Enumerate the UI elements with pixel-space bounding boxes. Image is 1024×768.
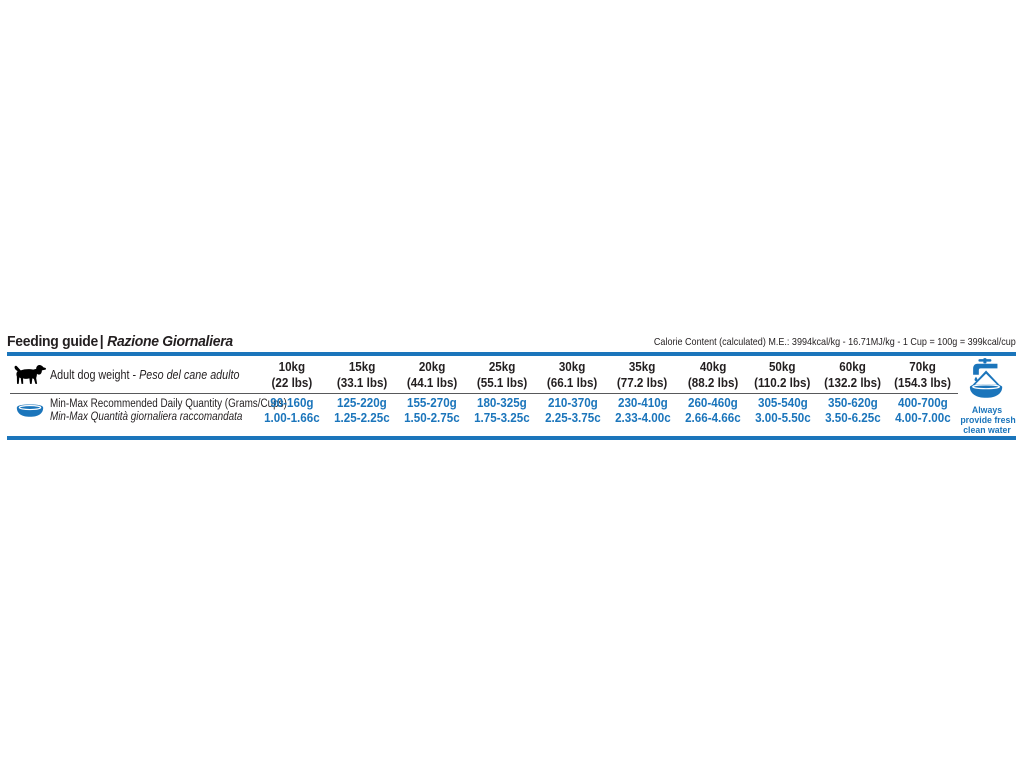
- weight-kg: 40kg: [699, 359, 726, 374]
- weight-lbs: (110.2 lbs): [754, 375, 811, 390]
- weight-kg: 15kg: [348, 359, 376, 374]
- quantity-cups: 2.25-3.75c: [544, 411, 601, 425]
- title-english: Feeding guide: [7, 333, 98, 350]
- quantity-value-cells: 90-160g 1.00-1.66c 125-220g 1.25-2.25c: [257, 396, 958, 426]
- quantity-grams: 125-220g: [337, 396, 388, 410]
- weight-kg: 30kg: [559, 359, 586, 374]
- weight-column-header: 60kg (132.2 lbs): [818, 359, 888, 391]
- feeding-table: Adult dog weight - Peso del cane adulto …: [7, 356, 1016, 436]
- weight-kg: 70kg: [909, 359, 937, 374]
- weight-column-header: 40kg (88.2 lbs): [678, 359, 748, 391]
- feeding-table-main: Adult dog weight - Peso del cane adulto …: [7, 356, 958, 436]
- title-italian: Razione Giornaliera: [107, 333, 233, 350]
- quantity-grams: 180-325g: [477, 396, 528, 410]
- water-note-line1: Always: [971, 405, 1003, 416]
- quantity-value-cell: 400-700g 4.00-7.00c: [888, 396, 958, 426]
- quantity-row-label: Min-Max Recommended Daily Quantity (Gram…: [50, 398, 287, 425]
- water-note-line2: provide fresh: [960, 415, 1016, 426]
- quantity-grams: 210-370g: [547, 396, 598, 410]
- quantity-cups: 3.00-5.50c: [754, 411, 811, 425]
- weight-lbs: (33.1 lbs): [336, 375, 388, 390]
- title-separator: |: [99, 333, 104, 350]
- quantity-grams: 260-460g: [687, 396, 738, 410]
- quantity-label-it: Min-Max Quantità giornaliera raccomandat…: [50, 411, 243, 423]
- weight-lbs: (88.2 lbs): [687, 375, 738, 390]
- weight-row-label: Adult dog weight - Peso del cane adulto: [50, 368, 239, 382]
- food-bowl-icon: [10, 404, 50, 418]
- quantity-cups: 1.75-3.25c: [474, 411, 531, 425]
- quantity-value-cell: 230-410g 2.33-4.00c: [607, 396, 677, 426]
- weight-lbs: (55.1 lbs): [477, 375, 528, 390]
- weight-column-header: 70kg (154.3 lbs): [888, 359, 958, 391]
- quantity-grams: 90-160g: [270, 396, 314, 410]
- weight-column-header: 20kg (44.1 lbs): [397, 359, 467, 391]
- weight-kg: 60kg: [839, 359, 867, 374]
- quantity-cups: 2.66-4.66c: [684, 411, 741, 425]
- quantity-value-cell: 125-220g 1.25-2.25c: [327, 396, 397, 426]
- weight-kg: 50kg: [769, 359, 796, 374]
- divider-top: [7, 352, 1016, 356]
- divider-middle: [10, 393, 958, 394]
- weight-column-header: 15kg (33.1 lbs): [327, 359, 397, 391]
- weight-lbs: (66.1 lbs): [547, 375, 598, 390]
- weight-column-header: 25kg (55.1 lbs): [467, 359, 537, 391]
- weight-column-header: 35kg (77.2 lbs): [607, 359, 677, 391]
- weight-lbs: (44.1 lbs): [407, 375, 458, 390]
- quantity-value-cell: 90-160g 1.00-1.66c: [257, 396, 327, 426]
- weight-kg: 10kg: [278, 359, 306, 374]
- quantity-value-cell: 180-325g 1.75-3.25c: [467, 396, 537, 426]
- weight-label-it: Peso del cane adulto: [139, 367, 240, 382]
- calorie-content-note: Calorie Content (calculated) M.E.: 3994k…: [654, 336, 1016, 348]
- weight-row: Adult dog weight - Peso del cane adulto …: [7, 356, 958, 393]
- quantity-cups: 1.50-2.75c: [404, 411, 461, 425]
- weight-row-label-cell: Adult dog weight - Peso del cane adulto: [7, 363, 257, 387]
- weight-label-separator: -: [132, 367, 137, 382]
- feeding-guide-panel: Feeding guide | Razione Giornaliera Calori…: [7, 329, 1016, 440]
- water-note-text: Always provide fresh clean water: [960, 405, 1016, 436]
- weight-column-header: 50kg (110.2 lbs): [748, 359, 818, 391]
- dog-silhouette-icon: [10, 363, 50, 387]
- weight-lbs: (154.3 lbs): [894, 375, 952, 390]
- quantity-grams: 350-620g: [827, 396, 878, 410]
- quantity-grams: 155-270g: [407, 396, 458, 410]
- divider-bottom: [7, 436, 1016, 440]
- weight-lbs: (22 lbs): [271, 375, 313, 390]
- quantity-cups: 1.25-2.25c: [334, 411, 390, 425]
- quantity-value-cell: 260-460g 2.66-4.66c: [678, 396, 748, 426]
- quantity-grams: 230-410g: [617, 396, 668, 410]
- weight-label-en: Adult dog weight: [50, 367, 130, 382]
- quantity-row: Min-Max Recommended Daily Quantity (Gram…: [7, 394, 958, 428]
- quantity-label-en: Min-Max Recommended Daily Quantity (Gram…: [50, 397, 287, 410]
- weight-kg: 20kg: [418, 359, 446, 374]
- quantity-value-cell: 350-620g 3.50-6.25c: [818, 396, 888, 426]
- quantity-cups: 1.00-1.66c: [264, 411, 320, 425]
- water-note-line3: clean water: [963, 425, 1011, 436]
- quantity-cups: 4.00-7.00c: [895, 411, 951, 425]
- water-reminder: Always provide fresh clean water: [958, 356, 1016, 436]
- quantity-cups: 2.33-4.00c: [614, 411, 671, 425]
- weight-lbs: (77.2 lbs): [617, 375, 668, 390]
- quantity-cups: 3.50-6.25c: [824, 411, 881, 425]
- water-tap-icon: [968, 358, 1006, 400]
- weight-kg: 25kg: [489, 359, 516, 374]
- quantity-value-cell: 210-370g 2.25-3.75c: [537, 396, 607, 426]
- weight-header-cells: 10kg (22 lbs) 15kg (33.1 lbs): [257, 359, 958, 391]
- weight-column-header: 10kg (22 lbs): [257, 359, 327, 391]
- weight-lbs: (132.2 lbs): [824, 375, 882, 390]
- weight-column-header: 30kg (66.1 lbs): [537, 359, 607, 391]
- quantity-grams: 400-700g: [897, 396, 948, 410]
- quantity-value-cell: 155-270g 1.50-2.75c: [397, 396, 467, 426]
- feeding-guide-title: Feeding guide | Razione Giornaliera: [7, 333, 233, 350]
- quantity-grams: 305-540g: [757, 396, 808, 410]
- quantity-value-cell: 305-540g 3.00-5.50c: [748, 396, 818, 426]
- feeding-guide-header: Feeding guide | Razione Giornaliera Calori…: [7, 329, 1016, 352]
- weight-kg: 35kg: [629, 359, 656, 374]
- quantity-row-label-cell: Min-Max Recommended Daily Quantity (Gram…: [7, 398, 287, 425]
